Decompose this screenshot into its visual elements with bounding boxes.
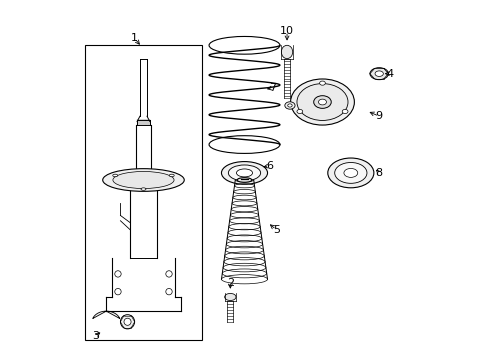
Ellipse shape [342,109,347,113]
Ellipse shape [281,45,292,59]
Ellipse shape [318,99,326,105]
Text: 1: 1 [131,33,138,43]
Ellipse shape [236,169,252,177]
Circle shape [165,288,172,295]
Circle shape [120,315,134,329]
Text: 10: 10 [280,26,293,36]
Ellipse shape [169,174,174,177]
Ellipse shape [113,174,118,177]
Ellipse shape [296,109,302,113]
Ellipse shape [141,188,145,190]
Ellipse shape [319,81,325,85]
Ellipse shape [374,71,383,76]
Ellipse shape [228,165,260,181]
Polygon shape [93,311,120,319]
Ellipse shape [334,162,366,183]
Ellipse shape [296,84,347,121]
Circle shape [115,271,121,277]
Circle shape [124,318,131,325]
Circle shape [115,288,121,295]
Ellipse shape [327,158,373,188]
Text: 5: 5 [272,225,279,235]
Ellipse shape [237,178,251,182]
Circle shape [165,271,172,277]
Ellipse shape [284,102,294,109]
Text: 3: 3 [92,331,99,341]
Text: 4: 4 [386,69,392,79]
Ellipse shape [224,293,236,301]
Ellipse shape [102,168,184,192]
Ellipse shape [113,171,174,189]
Text: 6: 6 [265,161,272,171]
Text: 9: 9 [375,111,382,121]
Text: 2: 2 [226,278,233,288]
Ellipse shape [221,162,267,184]
Ellipse shape [290,79,354,125]
Text: 7: 7 [269,83,276,93]
Ellipse shape [343,168,357,177]
Ellipse shape [287,104,291,107]
Ellipse shape [369,68,387,80]
Ellipse shape [313,96,330,108]
Text: 8: 8 [375,168,382,178]
Bar [85,45,202,339]
